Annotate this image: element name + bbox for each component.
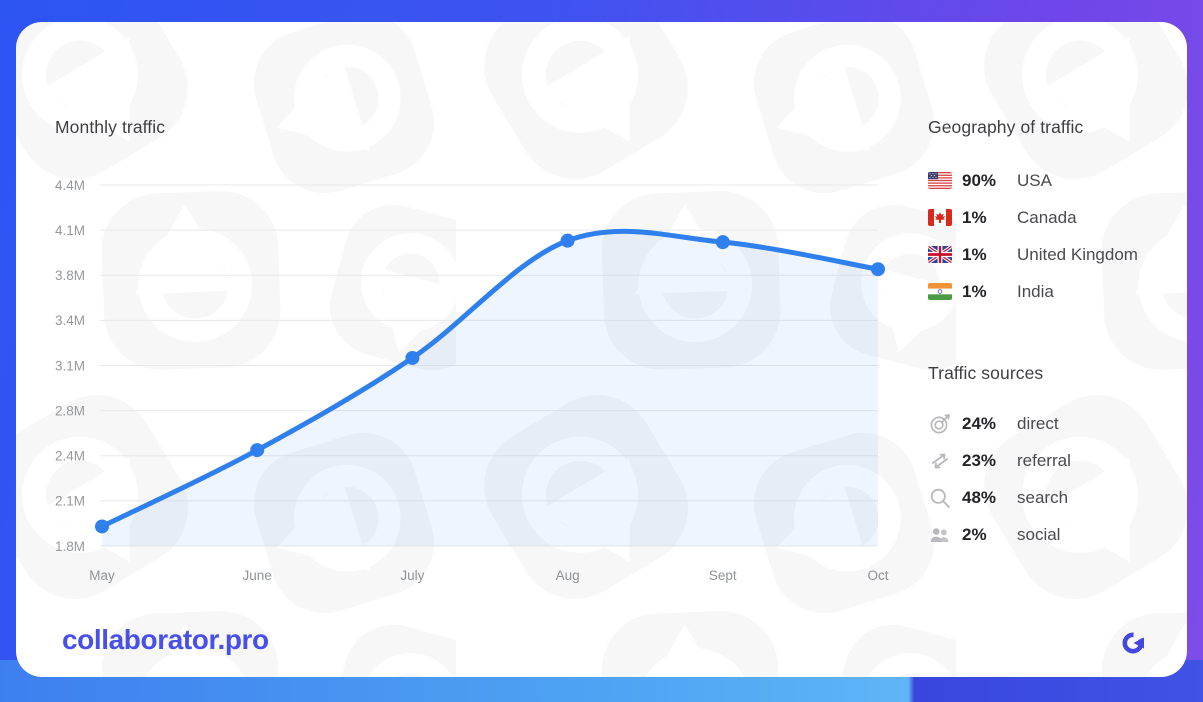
x-axis-tick-label: Oct	[867, 568, 888, 583]
y-axis-tick-label: 3.1M	[55, 358, 85, 373]
india-flag-icon	[928, 282, 952, 302]
target-icon	[928, 413, 952, 434]
y-axis-tick-label: 4.4M	[55, 178, 85, 193]
y-axis-tick-label: 1.8M	[55, 539, 85, 554]
collaborator-logo-icon	[1122, 632, 1144, 654]
canada-flag-icon	[928, 208, 952, 228]
swap-arrows-icon	[928, 451, 952, 471]
stats-card: Monthly traffic 4.4M 4.1M 3.8M 3.4M 3.1M 2.8M…	[16, 22, 1187, 677]
chart-data-point	[715, 235, 730, 250]
uk-flag-icon	[928, 245, 952, 265]
search-icon	[928, 488, 952, 508]
chart-area-fill	[102, 231, 878, 546]
geo-row-usa: 90% USA	[928, 162, 1187, 199]
geography-list: 90% USA 1% Canada	[928, 162, 1187, 310]
chart-data-point	[871, 262, 885, 277]
y-axis-tick-label: 3.4M	[55, 313, 85, 328]
people-icon	[928, 525, 952, 545]
geo-percent: 1%	[962, 281, 987, 301]
monthly-traffic-line-chart: 4.4M 4.1M 3.8M 3.4M 3.1M 2.8M 2.4M 2.1M 1.8M May J…	[46, 170, 896, 595]
y-axis-tick-label: 4.1M	[55, 223, 85, 238]
y-axis-tick-label: 2.8M	[55, 403, 85, 418]
source-label: direct	[1017, 413, 1059, 433]
y-axis-tick-label: 3.8M	[55, 268, 85, 283]
chart-data-point	[560, 233, 575, 248]
traffic-sources-heading: Traffic sources	[928, 363, 1044, 383]
geo-country: Canada	[1017, 207, 1077, 227]
x-axis-tick-label: July	[400, 568, 424, 583]
source-label: social	[1017, 524, 1061, 544]
source-row-search: 48% search	[928, 479, 1187, 516]
source-label: search	[1017, 487, 1069, 507]
geo-row-uk: 1% United Kingdom	[928, 236, 1187, 273]
geography-heading: Geography of traffic	[928, 117, 1084, 137]
x-axis-tick-label: Sept	[709, 568, 737, 583]
source-row-referral: 23% referral	[928, 442, 1187, 479]
geo-country: United Kingdom	[1017, 244, 1138, 264]
chart-data-point	[95, 519, 109, 534]
geo-percent: 1%	[962, 207, 987, 227]
y-axis-tick-label: 2.4M	[55, 449, 85, 464]
x-axis-tick-label: Aug	[556, 568, 580, 583]
brand-wordmark: collaborator.pro	[62, 624, 269, 655]
source-label: referral	[1017, 450, 1071, 470]
chart-title: Monthly traffic	[55, 117, 166, 137]
usa-flag-icon	[928, 171, 952, 191]
source-percent: 24%	[962, 413, 997, 433]
source-percent: 2%	[962, 524, 987, 544]
source-percent: 23%	[962, 450, 997, 470]
chart-data-point	[405, 350, 420, 365]
x-axis-tick-label: May	[89, 568, 115, 583]
geo-country: USA	[1017, 170, 1052, 190]
source-row-social: 2% social	[928, 516, 1187, 553]
source-row-direct: 24% direct	[928, 405, 1187, 442]
geo-percent: 1%	[962, 244, 987, 264]
geo-percent: 90%	[962, 170, 997, 190]
y-axis-tick-label: 2.1M	[55, 494, 85, 509]
traffic-sources-list: 24% direct 23% referral	[928, 405, 1187, 553]
chart-data-point	[250, 443, 265, 458]
source-percent: 48%	[962, 487, 997, 507]
geo-country: India	[1017, 281, 1054, 301]
geo-row-canada: 1% Canada	[928, 199, 1187, 236]
geo-row-india: 1% India	[928, 273, 1187, 310]
x-axis-tick-label: June	[243, 568, 272, 583]
